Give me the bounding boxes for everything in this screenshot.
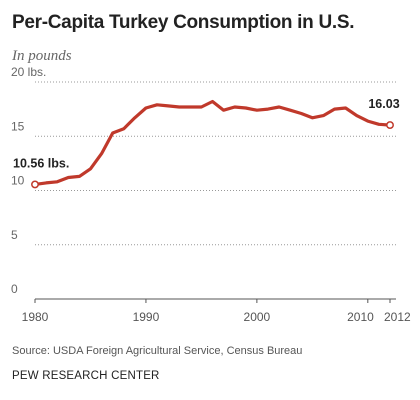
x-tick-label: 1980 (22, 310, 49, 324)
y-tick-label: 0 (11, 282, 18, 296)
chart-subtitle: In pounds (12, 48, 72, 64)
endpoint-marker (386, 121, 394, 130)
x-tick-label: 2012 (384, 310, 411, 324)
endpoint-marker (31, 180, 39, 189)
y-tick-label: 10 (11, 174, 25, 188)
source-note: Source: USDA Foreign Agricultural Servic… (12, 345, 303, 357)
x-tick-label: 2010 (347, 310, 374, 324)
y-tick-label: 5 (11, 228, 18, 242)
series-line (33, 99, 392, 186)
chart-title: Per-Capita Turkey Consumption in U.S. (12, 12, 355, 33)
brand-footer: PEW RESEARCH CENTER (12, 370, 160, 382)
start-value-label: 10.56 lbs. (13, 156, 69, 170)
y-tick-label: 20 lbs. (11, 65, 46, 79)
x-tick-label: 1990 (133, 310, 160, 324)
x-tick-label: 2000 (244, 310, 271, 324)
y-tick-label: 15 (11, 119, 25, 133)
end-value-label: 16.03 (368, 97, 399, 111)
